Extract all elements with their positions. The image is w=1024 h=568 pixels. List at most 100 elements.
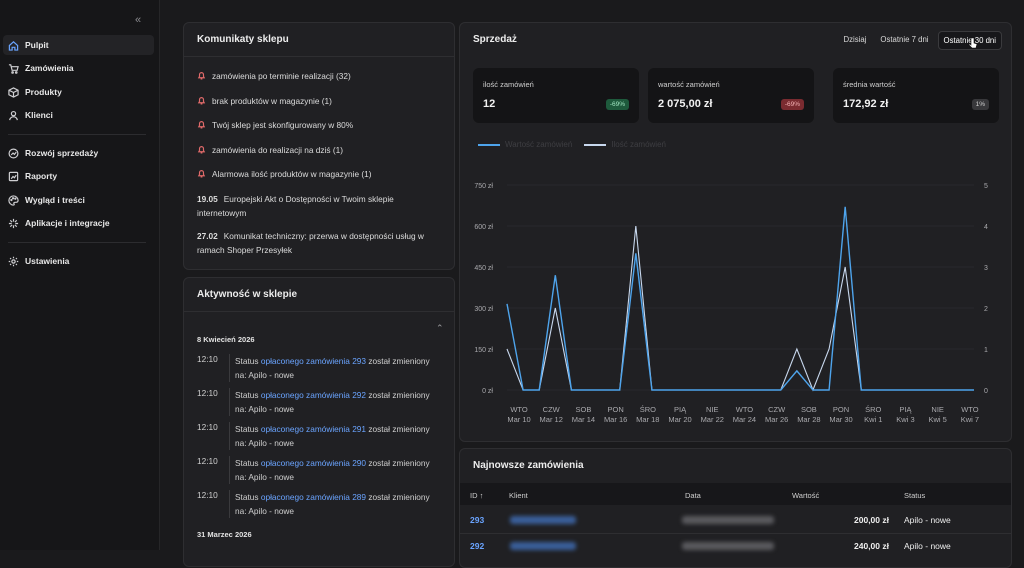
gear-icon — [8, 256, 19, 266]
column-header-client[interactable]: Klient — [509, 491, 528, 500]
divider — [184, 311, 454, 312]
order-link[interactable]: opłaconego zamówienia 289 — [261, 492, 366, 502]
y-left-tick-label: 0 zł — [482, 388, 493, 395]
order-link[interactable]: opłaconego zamówienia 291 — [261, 424, 366, 434]
alert-item[interactable]: Twój sklep jest skonfigurowany w 80% — [197, 118, 353, 132]
y-right-tick-label: 1 — [984, 347, 988, 354]
order-link-label: opłaconego zamówienia — [260, 356, 350, 366]
order-link[interactable]: opłaconego zamówienia 293 — [261, 356, 366, 366]
legend-item-value[interactable]: Wartość zamówień — [478, 140, 572, 149]
report-icon — [8, 171, 19, 181]
y-left-tick-label: 150 zł — [474, 347, 493, 354]
x-tick-label-date: Mar 24 — [733, 415, 756, 424]
sidebar-item-klienci[interactable]: Klienci — [3, 105, 154, 125]
activity-prefix: Status — [235, 458, 259, 468]
order-date-blurred — [682, 542, 774, 550]
alert-item[interactable]: zamówienia po terminie realizacji (32) — [197, 69, 351, 83]
chevron-up-icon[interactable]: ⌃ — [436, 323, 444, 333]
activity-text: Status opłaconego zamówienia 292 został … — [235, 388, 435, 416]
x-tick-label-date: Mar 10 — [507, 415, 530, 424]
x-tick-label-date: Mar 26 — [765, 415, 788, 424]
x-tick-label-date: Mar 14 — [572, 415, 595, 424]
table-row[interactable]: 293 200,00 zł Apilo - nowe — [460, 510, 1011, 532]
order-id-link[interactable]: 293 — [470, 515, 485, 525]
bell-icon — [197, 72, 206, 80]
stat-label: średnia wartość — [843, 80, 896, 89]
timeline-bar — [229, 422, 230, 450]
tab-last-7-days[interactable]: Ostatnie 7 dni — [880, 35, 929, 44]
alert-item[interactable]: brak produktów w magazynie (1) — [197, 94, 332, 108]
timeline-bar — [229, 490, 230, 518]
news-item[interactable]: 19.05 Europejski Akt o Dostępności w Twoi… — [197, 192, 437, 220]
order-link-number: 289 — [352, 492, 367, 502]
x-tick-label-day: PON — [607, 405, 623, 414]
sidebar-item-label: Ustawienia — [25, 256, 70, 266]
alert-text: Alarmowa ilość produktów w magazynie (1) — [212, 169, 372, 179]
sidebar-item-wyglad-i-tresci[interactable]: Wygląd i treści — [3, 190, 154, 210]
alert-item[interactable]: zamówienia do realizacji na dziś (1) — [197, 143, 343, 157]
x-tick-label-day: WTO — [961, 405, 979, 414]
client-name-blurred[interactable] — [510, 542, 576, 550]
tab-today[interactable]: Dzisiaj — [843, 35, 867, 44]
x-tick-label-date: Mar 12 — [540, 415, 563, 424]
column-header-id[interactable]: ID ↑ — [470, 491, 483, 500]
y-right-tick-label: 3 — [984, 265, 988, 272]
sidebar-item-aplikacje-i-integracje[interactable]: Aplikacje i integracje — [3, 213, 154, 233]
x-tick-label-day: CZW — [768, 405, 786, 414]
alert-item[interactable]: Alarmowa ilość produktów w magazynie (1) — [197, 167, 372, 181]
sidebar-item-pulpit[interactable]: Pulpit — [3, 35, 154, 55]
table-header — [460, 483, 1011, 505]
x-tick-label-day: WTO — [510, 405, 528, 414]
sidebar-item-label: Raporty — [25, 171, 58, 181]
bell-icon — [197, 121, 206, 129]
timeline-bar — [229, 388, 230, 416]
y-right-tick-label: 4 — [984, 224, 988, 231]
order-status: Apilo - nowe — [904, 515, 951, 525]
puzzle-icon — [8, 218, 19, 228]
activity-card — [183, 277, 455, 567]
x-tick-label-day: PON — [833, 405, 849, 414]
alert-text: brak produktów w magazynie (1) — [212, 96, 332, 106]
activity-row: 12:10 Status opłaconego zamówienia 290 zo… — [197, 456, 437, 490]
cart-icon — [8, 63, 19, 74]
order-id-link[interactable]: 292 — [470, 541, 485, 551]
y-right-tick-label: 2 — [984, 306, 988, 313]
sidebar-item-ustawienia[interactable]: Ustawienia — [3, 251, 154, 271]
sidebar-item-produkty[interactable]: Produkty — [3, 82, 154, 102]
order-link-number: 291 — [352, 424, 367, 434]
client-name-blurred[interactable] — [510, 516, 576, 524]
activity-text: Status opłaconego zamówienia 293 został … — [235, 354, 435, 382]
period-tabs: Dzisiaj Ostatnie 7 dni Ostatnie 30 dni — [838, 31, 1002, 50]
column-header-value[interactable]: Wartość — [792, 491, 820, 500]
column-header-status[interactable]: Status — [904, 491, 926, 500]
activity-time: 12:10 — [197, 354, 218, 364]
order-link[interactable]: opłaconego zamówienia 290 — [261, 458, 366, 468]
sidebar-item-raporty[interactable]: Raporty — [3, 166, 154, 186]
chart-legend: Wartość zamówień Ilość zamówień — [478, 140, 666, 149]
activity-suffix: został zmieniony na: Apilo - nowe — [235, 458, 430, 482]
news-item[interactable]: 27.02 Komunikat techniczny: przerwa w dos… — [197, 229, 437, 257]
order-link-label: opłaconego zamówienia — [260, 424, 350, 434]
sidebar-item-label: Produkty — [25, 87, 62, 97]
collapse-sidebar-icon[interactable]: « — [135, 14, 142, 26]
series-line-order-value — [506, 206, 974, 391]
legend-item-count[interactable]: Ilość zamówień — [584, 140, 666, 149]
activity-row: 12:10 Status opłaconego zamówienia 289 zo… — [197, 490, 437, 524]
latest-orders-title: Najnowsze zamówienia — [473, 460, 584, 471]
activity-row: 12:10 Status opłaconego zamówienia 293 zo… — [197, 354, 437, 388]
column-header-date[interactable]: Data — [685, 491, 701, 500]
activity-suffix: został zmieniony na: Apilo - nowe — [235, 356, 430, 380]
x-tick-label-date: Kwi 3 — [896, 415, 914, 424]
y-left-tick-label: 450 zł — [474, 265, 493, 272]
sidebar-item-zamowienia[interactable]: Zamówienia — [3, 58, 154, 78]
table-row[interactable]: 292 240,00 zł Apilo - nowe — [460, 536, 1011, 558]
user-icon — [9, 110, 18, 120]
x-tick-label-date: Kwi 1 — [864, 415, 882, 424]
stat-order-count: ilość zamówień 12 -69% — [473, 68, 639, 123]
bell-icon — [197, 170, 206, 178]
order-link[interactable]: opłaconego zamówienia 292 — [261, 390, 366, 400]
sidebar-item-rozwoj-sprzedazy[interactable]: Rozwój sprzedaży — [3, 143, 154, 163]
order-link-number: 292 — [352, 390, 367, 400]
tab-last-30-days[interactable]: Ostatnie 30 dni — [937, 31, 1002, 50]
stat-value: 2 075,00 zł — [658, 98, 713, 110]
